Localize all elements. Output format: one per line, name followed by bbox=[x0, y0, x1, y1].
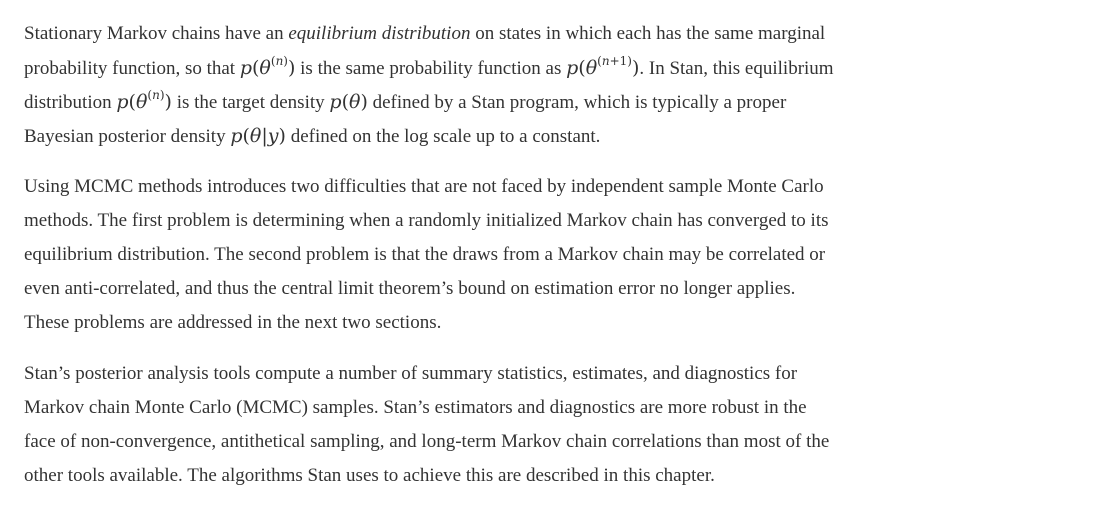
math-p-theta-n: p(θ(n)) bbox=[116, 87, 172, 113]
text-run: Bayesian posterior density bbox=[24, 126, 231, 147]
text-run: Stationary Markov chains have an bbox=[24, 23, 289, 44]
paragraph-2: Using MCMC methods introduces two diffic… bbox=[24, 170, 1084, 340]
text-line: probability function, so that p(θ(n)) is… bbox=[24, 51, 1084, 85]
text-line: Using MCMC methods introduces two diffic… bbox=[24, 176, 824, 197]
text-run: distribution bbox=[24, 92, 117, 113]
math-p-theta-n: p(θ(n)) bbox=[239, 53, 296, 79]
text-line: other tools available. The algorithms St… bbox=[24, 465, 715, 486]
math-p-theta-given-y: p(θ|y) bbox=[230, 125, 286, 147]
paragraph-3: Stan’s posterior analysis tools compute … bbox=[24, 357, 1084, 493]
text-line: methods. The first problem is determinin… bbox=[24, 210, 829, 231]
math-p-theta-n-plus-1: p(θ(n+1)) bbox=[566, 53, 640, 79]
text-run: is the same probability function as bbox=[295, 58, 567, 79]
text-line: face of non-convergence, antithetical sa… bbox=[24, 431, 830, 452]
math-p-theta: p(θ) bbox=[329, 91, 368, 113]
text-line: Markov chain Monte Carlo (MCMC) samples.… bbox=[24, 397, 807, 418]
text-line: Bayesian posterior density p(θ|y) define… bbox=[24, 119, 1084, 153]
text-line: Stationary Markov chains have an equilib… bbox=[24, 17, 1084, 51]
text-line: even anti-correlated, and thus the centr… bbox=[24, 278, 796, 299]
paragraph-1: Stationary Markov chains have an equilib… bbox=[24, 17, 1084, 153]
emphasis-term: equilibrium distribution bbox=[288, 23, 471, 44]
text-run: is the target density bbox=[171, 92, 330, 113]
text-run: on states in which each has the same mar… bbox=[470, 23, 826, 44]
text-run: defined on the log scale up to a constan… bbox=[285, 126, 601, 147]
text-run: defined by a Stan program, which is typi… bbox=[367, 92, 787, 113]
text-line: distribution p(θ(n)) is the target densi… bbox=[24, 85, 1084, 119]
text-line: Stan’s posterior analysis tools compute … bbox=[24, 363, 798, 384]
text-line: equilibrium distribution. The second pro… bbox=[24, 244, 826, 265]
text-line: These problems are addressed in the next… bbox=[24, 312, 442, 333]
text-run: probability function, so that bbox=[24, 58, 240, 79]
text-run: . In Stan, this equilibrium bbox=[639, 58, 834, 79]
article-body: Stationary Markov chains have an equilib… bbox=[24, 17, 1084, 510]
